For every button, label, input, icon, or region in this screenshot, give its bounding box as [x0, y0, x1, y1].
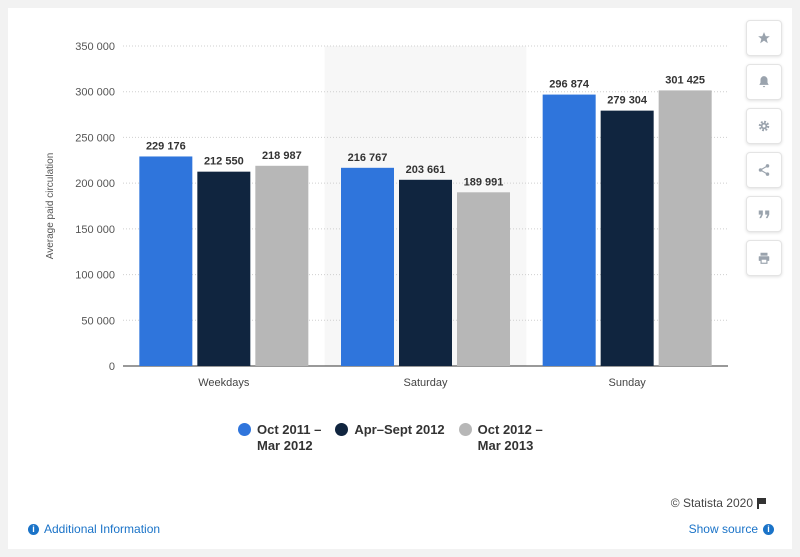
x-tick-label: Saturday: [403, 377, 448, 389]
cite-button[interactable]: [746, 196, 782, 232]
bar: [457, 192, 510, 366]
bar: [399, 179, 452, 366]
legend-dot-icon: [335, 423, 349, 436]
settings-button[interactable]: [746, 108, 782, 144]
y-tick-label: 50 000: [81, 315, 115, 327]
chart-card: 0 50 000 100 000 150 000 200 000 250 000 300 0…: [8, 8, 792, 549]
bell-icon: [759, 76, 769, 88]
x-tick-label: Sunday: [609, 377, 647, 389]
legend-label: Apr–Sept 2012: [354, 422, 445, 437]
legend-dot-icon: [238, 423, 251, 436]
y-tick-label: 150 000: [75, 224, 115, 236]
info-icon: i: [763, 523, 774, 535]
print-icon: [758, 252, 770, 264]
y-tick-label: 250 000: [75, 132, 115, 144]
y-tick-label: 0: [109, 361, 115, 373]
bar: [197, 171, 251, 366]
quote-icon: [758, 210, 770, 219]
notification-button[interactable]: [746, 64, 782, 100]
data-label: 301 425: [665, 74, 705, 86]
bar-chart: 0 50 000 100 000 150 000 200 000 250 000 300 0…: [45, 41, 728, 389]
y-axis-title: Average paid circulation: [45, 153, 56, 260]
bar: [658, 90, 712, 366]
credit-text: © Statista 2020: [670, 496, 753, 510]
y-tick-label: 300 000: [75, 87, 115, 99]
legend-item-oct2011[interactable]: Oct 2011 – Mar 2012: [238, 422, 321, 454]
legend-label: Oct 2011 – Mar 2012: [257, 422, 322, 453]
bar: [341, 167, 394, 366]
bar: [255, 165, 309, 366]
legend-dot-icon: [458, 423, 472, 436]
chart-toolbar: [746, 20, 782, 284]
bar: [139, 156, 193, 366]
share-button[interactable]: [746, 152, 782, 188]
data-label: 203 661: [406, 164, 446, 176]
show-source-label: Show source: [688, 522, 758, 536]
x-tick-label: Weekdays: [198, 377, 250, 389]
chart-legend: Oct 2011 – Mar 2012 Apr–Sept 2012 Oct 201…: [238, 422, 543, 454]
y-tick-label: 350 000: [75, 41, 115, 53]
bar: [600, 110, 654, 366]
bar: [542, 94, 596, 367]
print-button[interactable]: [746, 240, 782, 276]
info-icon: i: [28, 523, 39, 535]
flag-icon[interactable]: [757, 497, 766, 509]
star-button[interactable]: [746, 20, 782, 56]
y-tick-label: 100 000: [75, 270, 115, 282]
show-source-link[interactable]: Show source i: [689, 522, 774, 536]
data-label: 216 767: [348, 152, 388, 164]
data-label: 212 550: [204, 156, 244, 168]
data-label: 229 176: [146, 140, 186, 152]
statista-credit[interactable]: © Statista 2020: [671, 496, 766, 510]
gear-icon: [758, 120, 770, 132]
data-label: 279 304: [607, 95, 648, 107]
star-icon: [758, 32, 770, 44]
data-label: 189 991: [464, 176, 504, 188]
legend-item-oct2012[interactable]: Oct 2012 – Mar 2013: [458, 422, 543, 454]
additional-information-label: Additional Information: [44, 522, 161, 536]
share-icon: [758, 164, 770, 176]
legend-label: Oct 2012 – Mar 2013: [477, 422, 543, 453]
data-label: 296 874: [549, 79, 590, 91]
data-label: 218 987: [262, 150, 302, 162]
y-tick-label: 200 000: [75, 178, 115, 190]
legend-item-apr2012[interactable]: Apr–Sept 2012: [335, 422, 445, 454]
additional-information-link[interactable]: i Additional Information: [28, 522, 160, 536]
